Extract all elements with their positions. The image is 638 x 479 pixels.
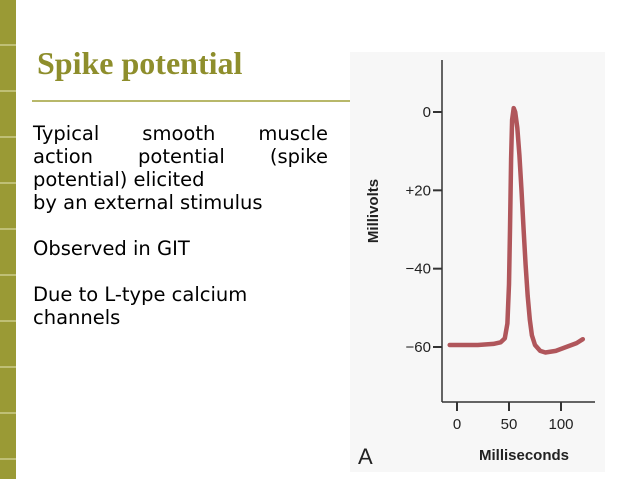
action-potential-chart: 0 +20 −40 −60 0 50 100 Millivolts Milliseconds A <box>358 60 595 469</box>
membrane-potential-trace <box>447 105 586 355</box>
x-tick-label: 100 <box>548 416 573 433</box>
body-line: Observed in GIT <box>33 237 190 260</box>
slide-title: Spike potential <box>37 45 243 81</box>
body-line: by an external stimulus <box>33 191 263 214</box>
body-line: Typical smooth muscle <box>33 122 328 145</box>
x-tick-label: 0 <box>453 416 461 433</box>
y-tick-label: −60 <box>406 339 431 356</box>
y-tick-label: 0 <box>423 104 431 121</box>
y-axis-title: Millivolts <box>365 179 382 243</box>
body-line: action potential (spike <box>33 145 328 168</box>
title-divider <box>32 100 354 102</box>
body-text: Typical smooth muscle action potential (… <box>33 122 328 352</box>
y-tick-label: −40 <box>406 261 431 278</box>
x-tick-label: 50 <box>501 416 518 433</box>
y-tick-label: +20 <box>406 182 431 199</box>
chart-figure: 0 +20 −40 −60 0 50 100 Millivolts Milliseconds A <box>350 52 605 472</box>
body-line: Due to L-type calcium <box>33 283 248 306</box>
paragraph-location: Observed in GIT <box>33 237 328 260</box>
body-line: potential) elicited <box>33 168 205 191</box>
body-line: channels <box>33 306 121 329</box>
paragraph-mechanism: Due to L-type calcium channels <box>33 283 328 329</box>
x-axis-title: Milliseconds <box>479 447 569 464</box>
accent-bar <box>0 0 16 479</box>
paragraph-description: Typical smooth muscle action potential (… <box>33 122 328 214</box>
panel-label: A <box>358 444 373 469</box>
